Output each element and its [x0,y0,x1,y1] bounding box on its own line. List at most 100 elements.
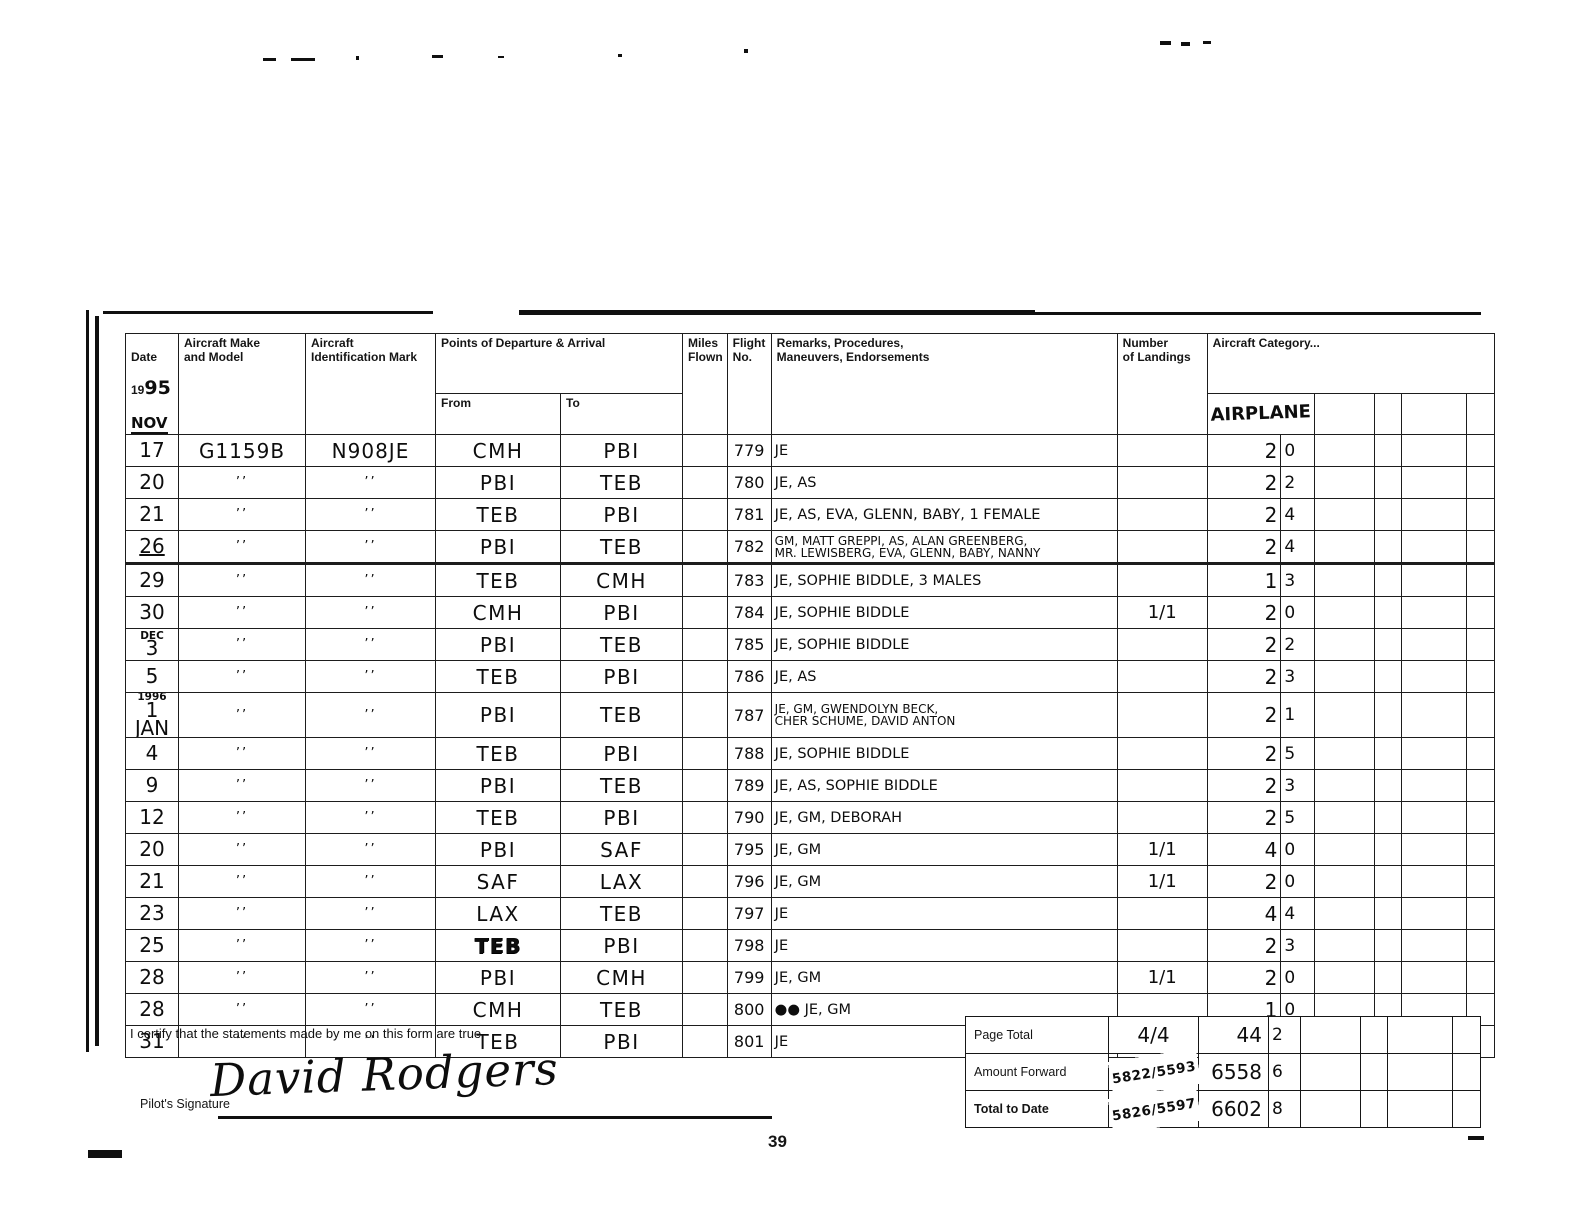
empty-cell [1452,1053,1481,1091]
empty-cell [1314,833,1376,867]
scan-artifact [1181,42,1190,46]
landings-header: Number of Landings [1116,332,1208,436]
from-cell: TEB [435,498,561,532]
landings-cell [1116,897,1208,931]
remarks-cell: JE, GM [770,865,1118,899]
category-hours-cell: 2 [1206,498,1282,532]
table-row: 21 ’’ ’’ SAF LAX 796 JE, GM 1/1 2 0 [125,865,1496,899]
flight-no-cell: 796 [726,865,772,899]
empty-cell [1314,498,1376,532]
date-cell: 28 [125,993,179,1027]
aircraft-ident-cell: ’’ [305,466,436,500]
from-cell: TEB [435,801,561,835]
empty-cell [1314,692,1376,739]
flight-no-cell: 795 [726,833,772,867]
landings-cell [1116,563,1208,598]
landings-cell: 1/1 [1116,596,1208,630]
empty-cell [1374,563,1403,598]
date-cell: 20 [125,833,179,867]
remarks-cell: JE, SOPHIE BIDDLE [770,737,1118,771]
remarks-cell: JE, SOPHIE BIDDLE [770,596,1118,630]
flight-no-cell: 787 [726,692,772,739]
pilot-signature-label: Pilot's Signature [140,1097,230,1111]
flight-no-cell: 781 [726,498,772,532]
category-hours-cell: 1 [1206,563,1282,598]
landings-cell [1116,929,1208,963]
empty-cell [1466,897,1496,931]
date-cell: 28 [125,961,179,995]
date-header: Date 1995 NOV [125,332,179,436]
empty-cell [1374,692,1403,739]
empty-cell [1314,596,1376,630]
aircraft-make-cell: ’’ [178,628,306,662]
miles-flown-cell [682,801,728,835]
date-value: 21 [139,501,165,526]
empty-cell [1466,737,1496,771]
flight-no-cell: 799 [726,961,772,995]
category-tenths-cell: 0 [1280,865,1316,899]
page-total-hours: 44 [1198,1016,1269,1054]
landings-cell [1116,660,1208,694]
aircraft-ident-cell: ’’ [305,865,436,899]
table-row: 5 ’’ ’’ TEB PBI 786 JE, AS 2 3 [125,660,1496,694]
flight-no-cell: 782 [726,530,772,566]
amount-forward-hours: 6558 [1198,1053,1269,1091]
aircraft-make-cell: ’’ [178,563,306,598]
date-cell: 12 [125,801,179,835]
empty-cell [1401,737,1468,771]
date-month-label: DEC [140,629,164,642]
miles-flown-cell [682,628,728,662]
pilot-signature-handwritten: David Rodgers [209,1041,560,1108]
remarks-cell: JE [770,897,1118,931]
date-value: 30 [139,599,165,624]
scan-artifact [1468,1136,1484,1140]
from-cell: SAF [435,865,561,899]
date-value: 20 [139,837,165,862]
page-number: 39 [768,1132,787,1151]
from-cell: CMH [435,993,561,1027]
scan-artifact [1203,41,1211,44]
aircraft-ident-cell: ’’ [305,929,436,963]
from-cell: CMH [435,434,561,468]
empty-cell [1466,660,1496,694]
empty-cell [1300,1090,1361,1128]
empty-cell [1374,434,1403,468]
aircraft-make-cell: ’’ [178,1025,306,1059]
empty-cell [1314,769,1376,803]
to-cell: PBI [560,434,683,468]
flight-no-cell: 798 [726,929,772,963]
to-header: To [560,392,683,436]
miles-flown-cell [682,692,728,739]
date-value: 31 [139,1029,165,1054]
date-cell: 21 [125,865,179,899]
subheader-row: From To AIRPLANE [126,391,1496,437]
remarks-cell: JE, AS, SOPHIE BIDDLE [770,769,1118,803]
from-cell: PBI [435,961,561,995]
empty-cell [1401,961,1468,995]
empty-cell [1374,801,1403,835]
from-cell: PBI [435,466,561,500]
date-value: 1 JAN [134,698,170,738]
flight-no-cell: 784 [726,596,772,630]
category-hours-cell: 2 [1206,769,1282,803]
category-hours-cell: 2 [1206,929,1282,963]
remarks-cell: JE, AS [770,466,1118,500]
date-value: 5 [145,663,159,688]
miles-flown-cell [682,865,728,899]
date-cell: 17 [125,434,179,468]
landings-cell: 1/1 [1116,865,1208,899]
to-cell: LAX [560,865,683,899]
category-hours-cell: 2 [1206,628,1282,662]
to-cell: PBI [560,737,683,771]
from-cell: TEB [435,563,561,598]
scan-artifact [88,1150,122,1158]
aircraft-ident-cell: ’’ [305,596,436,630]
empty-cell [1466,434,1496,468]
empty-cell [1314,801,1376,835]
category-tenths-cell: 5 [1280,801,1316,835]
empty-cell [1314,628,1376,662]
empty-cell [1466,769,1496,803]
category-tenths-cell: 3 [1280,563,1316,598]
empty-cell [1401,833,1468,867]
empty-cell [1452,1090,1481,1128]
